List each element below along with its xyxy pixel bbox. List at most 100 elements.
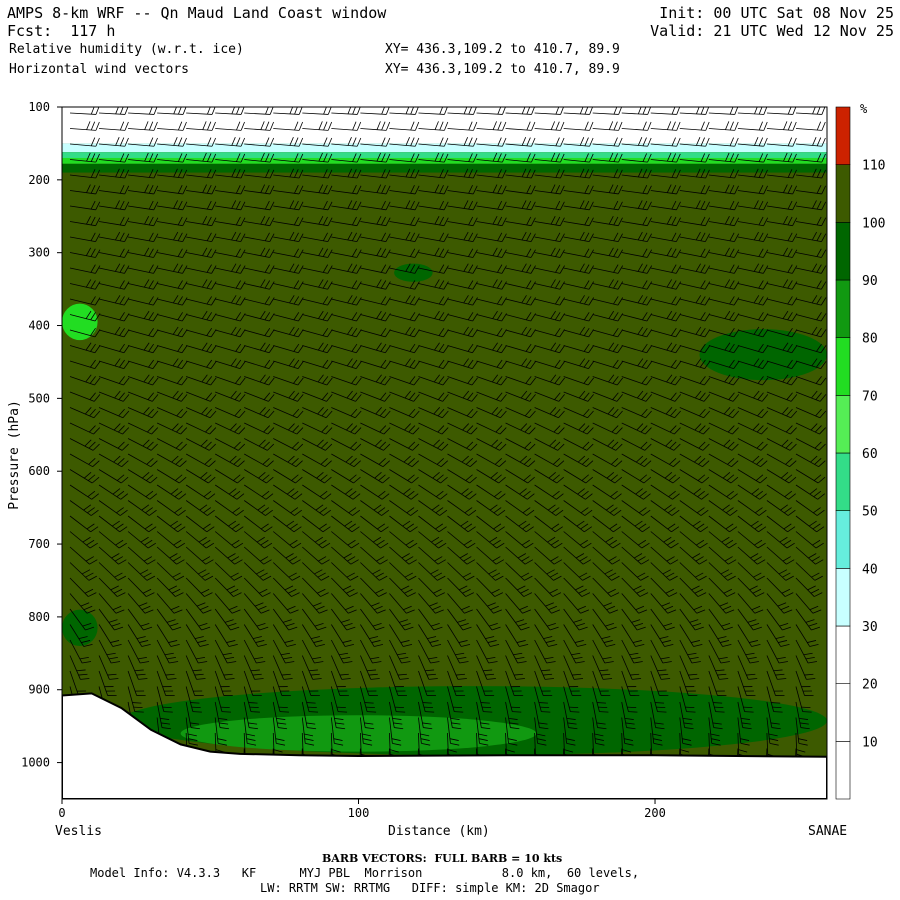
wind-barb [330, 701, 346, 730]
wind-barb [447, 248, 478, 258]
wind-barb [737, 624, 761, 647]
wind-barb [360, 216, 391, 227]
wind-barb [157, 248, 188, 258]
wind-barb [679, 577, 707, 597]
wind-barb [215, 216, 246, 227]
model-info-line1: Model Info: V4.3.3 KF MYJ PBL Morrison 8… [90, 866, 640, 880]
wind-barb [331, 137, 362, 147]
wind-barb [795, 185, 827, 195]
wind-barb [650, 577, 678, 597]
wind-barb [360, 515, 389, 533]
wind-barb [418, 169, 449, 179]
wind-barb [273, 343, 304, 354]
wind-barb [331, 438, 362, 451]
wind-barb [331, 216, 362, 227]
wind-barb [273, 376, 304, 386]
wind-barb [766, 577, 794, 597]
wind-barb [476, 500, 506, 516]
wind-barb [244, 469, 274, 484]
wind-barb [69, 469, 100, 484]
wind-barb [621, 484, 651, 500]
wind-barb [476, 200, 507, 211]
wind-barb [360, 232, 391, 242]
wind-barb [186, 327, 217, 338]
wind-barb [98, 422, 130, 435]
wind-barb [98, 608, 124, 631]
wind-barb [156, 390, 188, 402]
wind-barb [98, 531, 127, 549]
wind-barb [447, 515, 476, 533]
colorbar-swatch [835, 337, 851, 396]
rh-region [62, 303, 98, 341]
wind-barb [273, 390, 304, 402]
wind-barb [737, 358, 769, 370]
wind-barb [214, 484, 245, 500]
wind-barb [534, 374, 565, 386]
wind-barb [592, 593, 619, 614]
wind-barb [418, 438, 449, 451]
wind-barb [418, 453, 449, 468]
wind-barb [766, 359, 798, 370]
wind-barb [215, 121, 245, 131]
wind-barb [186, 247, 217, 258]
wind-barb [69, 232, 101, 242]
barb-note: BARB VECTORS: FULL BARB = 10 kts [322, 852, 563, 865]
wind-barb [592, 655, 613, 680]
wind-barb [69, 453, 100, 468]
wind-barb [272, 624, 296, 647]
wind-barb [563, 216, 594, 227]
wind-barb [476, 169, 507, 179]
wind-barb [389, 577, 416, 597]
wind-barb [98, 453, 129, 468]
wind-barb [563, 168, 594, 179]
rh-region [62, 143, 827, 153]
header-field-xy: XY= 436.3,109.2 to 410.7, 89.9 [385, 42, 620, 57]
wind-barb [505, 422, 536, 435]
wind-barb [331, 577, 358, 597]
wind-barb [447, 121, 478, 131]
wind-barb [534, 655, 554, 680]
wind-barb [389, 137, 420, 147]
wind-barb [156, 484, 187, 500]
wind-barb [505, 168, 536, 179]
wind-barb [592, 247, 623, 258]
wind-barb [185, 531, 215, 549]
wind-barb [650, 562, 678, 581]
wind-barb [737, 453, 768, 468]
wind-barb [563, 639, 585, 664]
wind-barb [592, 264, 624, 274]
wind-barb [127, 515, 157, 533]
wind-barb [766, 639, 788, 664]
wind-barb [244, 264, 275, 274]
wind-barb [69, 310, 101, 322]
wind-barb [418, 137, 449, 147]
wind-barb [621, 376, 653, 386]
wind-barb [447, 593, 473, 614]
wind-barb [272, 670, 291, 696]
wind-barb [244, 438, 275, 451]
wind-barb [505, 469, 535, 484]
wind-barb [766, 701, 781, 730]
wind-barb [389, 484, 419, 500]
wind-barb [621, 670, 640, 696]
wind-barb [679, 376, 711, 386]
wind-barb [69, 438, 100, 451]
wind-barb [127, 469, 158, 484]
wind-barb [505, 717, 518, 746]
wind-barb [272, 701, 288, 730]
wind-barb [214, 593, 241, 614]
wind-barb [389, 670, 407, 696]
wind-barb [360, 469, 390, 484]
wind-barb [389, 153, 420, 163]
wind-barb [621, 546, 650, 565]
wind-barb [389, 701, 404, 730]
wind-barb [592, 453, 623, 468]
wind-barb [98, 376, 130, 386]
wind-barb [185, 670, 204, 696]
wind-barb [331, 453, 361, 468]
wind-barb [737, 438, 768, 451]
wind-barb [795, 343, 827, 354]
wind-barb [98, 593, 125, 614]
wind-barb [127, 546, 156, 565]
wind-barb [185, 686, 202, 713]
